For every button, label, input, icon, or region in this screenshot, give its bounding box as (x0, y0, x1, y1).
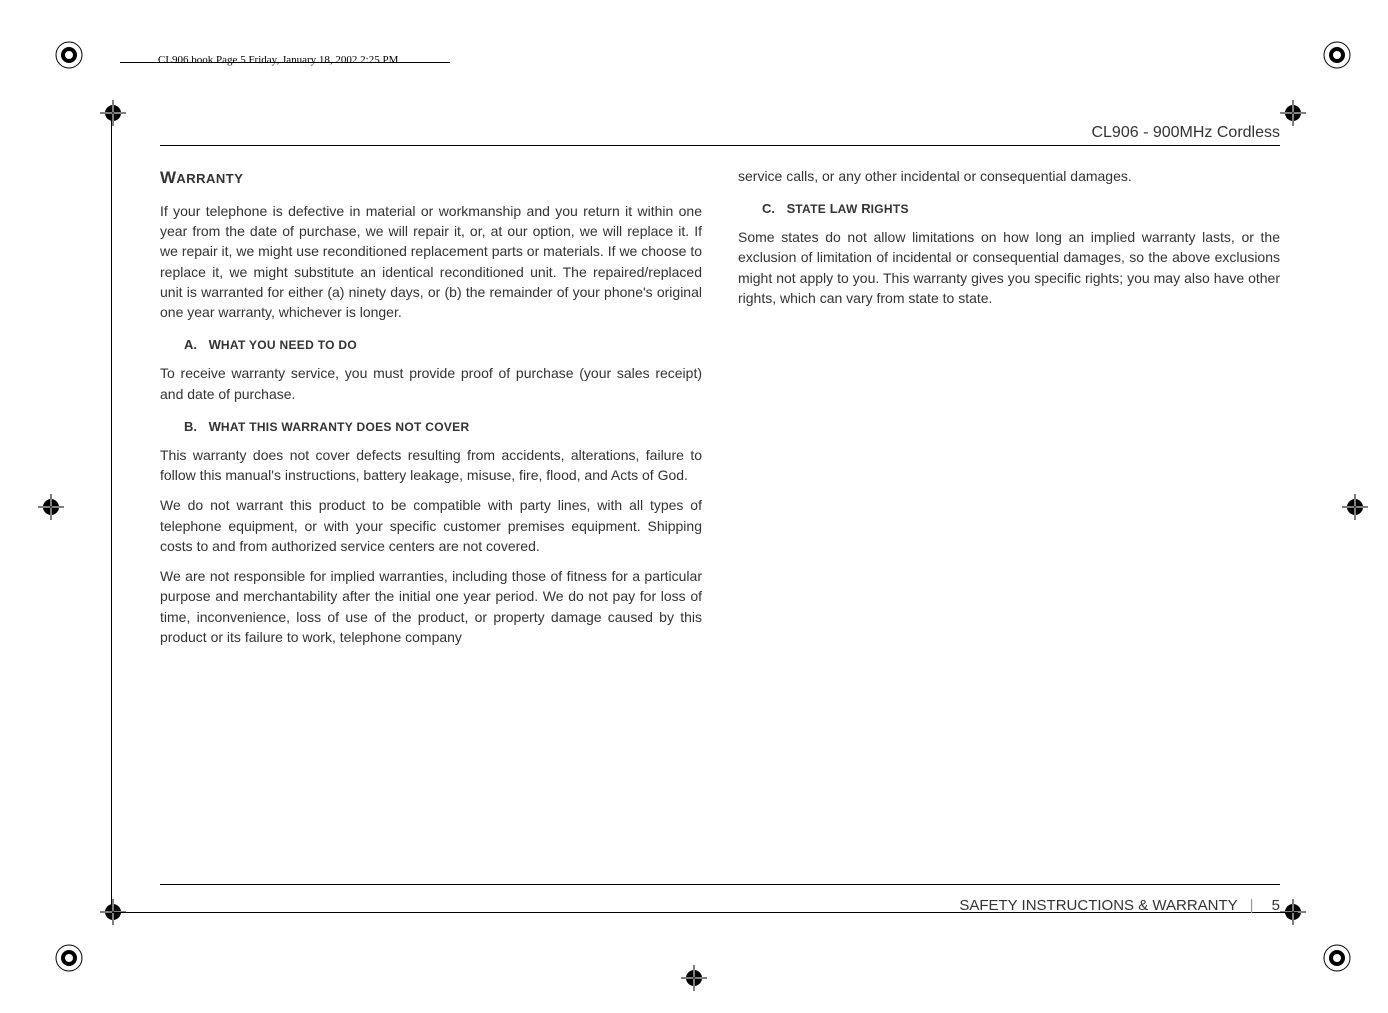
footer-divider: | (1250, 897, 1254, 914)
page-footer: SAFETY INSTRUCTIONS & WARRANTY | 5 (959, 897, 1280, 914)
section-a-title: A. WHAT YOU NEED TO DO (184, 336, 702, 355)
warranty-intro: If your telephone is defective in materi… (160, 201, 702, 323)
section-b-body-2: We do not warrant this product to be com… (160, 495, 702, 556)
section-c-title: C. STATE LAW RIGHTS (762, 200, 1280, 219)
warranty-title: WWARRANTYARRANTY (160, 166, 702, 191)
section-b-continued: service calls, or any other incidental o… (738, 166, 1280, 186)
section-a-body: To receive warranty service, you must pr… (160, 363, 702, 404)
top-file-tag: CL906.book Page 5 Friday, January 18, 20… (158, 54, 398, 66)
section-b-body-3: We are not responsible for implied warra… (160, 566, 702, 647)
content-columns: WWARRANTYARRANTY If your telephone is de… (160, 166, 1280, 657)
crop-mark-icon (100, 100, 126, 126)
crop-line (111, 120, 112, 906)
section-b-title: B. WHAT THIS WARRANTY DOES NOT COVER (184, 418, 702, 437)
footer-section-label: SAFETY INSTRUCTIONS & WARRANTY (959, 897, 1237, 914)
section-c-body: Some states do not allow limitations on … (738, 227, 1280, 308)
crop-mark-icon (1280, 100, 1306, 126)
reg-mark-icon (54, 40, 84, 70)
crop-mark-icon (38, 494, 64, 520)
page-number: 5 (1272, 897, 1280, 914)
page-frame: CL906 - 900MHz Cordless WWARRANTYARRANTY… (160, 145, 1280, 885)
crop-mark-icon (1342, 494, 1368, 520)
column-left: WWARRANTYARRANTY If your telephone is de… (160, 166, 702, 657)
header-product: CL906 - 900MHz Cordless (1091, 124, 1280, 142)
column-right: service calls, or any other incidental o… (738, 166, 1280, 657)
reg-mark-icon (54, 943, 84, 973)
reg-mark-icon (1322, 40, 1352, 70)
crop-mark-icon (681, 965, 707, 991)
section-b-body-1: This warranty does not cover defects res… (160, 445, 702, 486)
reg-mark-icon (1322, 943, 1352, 973)
